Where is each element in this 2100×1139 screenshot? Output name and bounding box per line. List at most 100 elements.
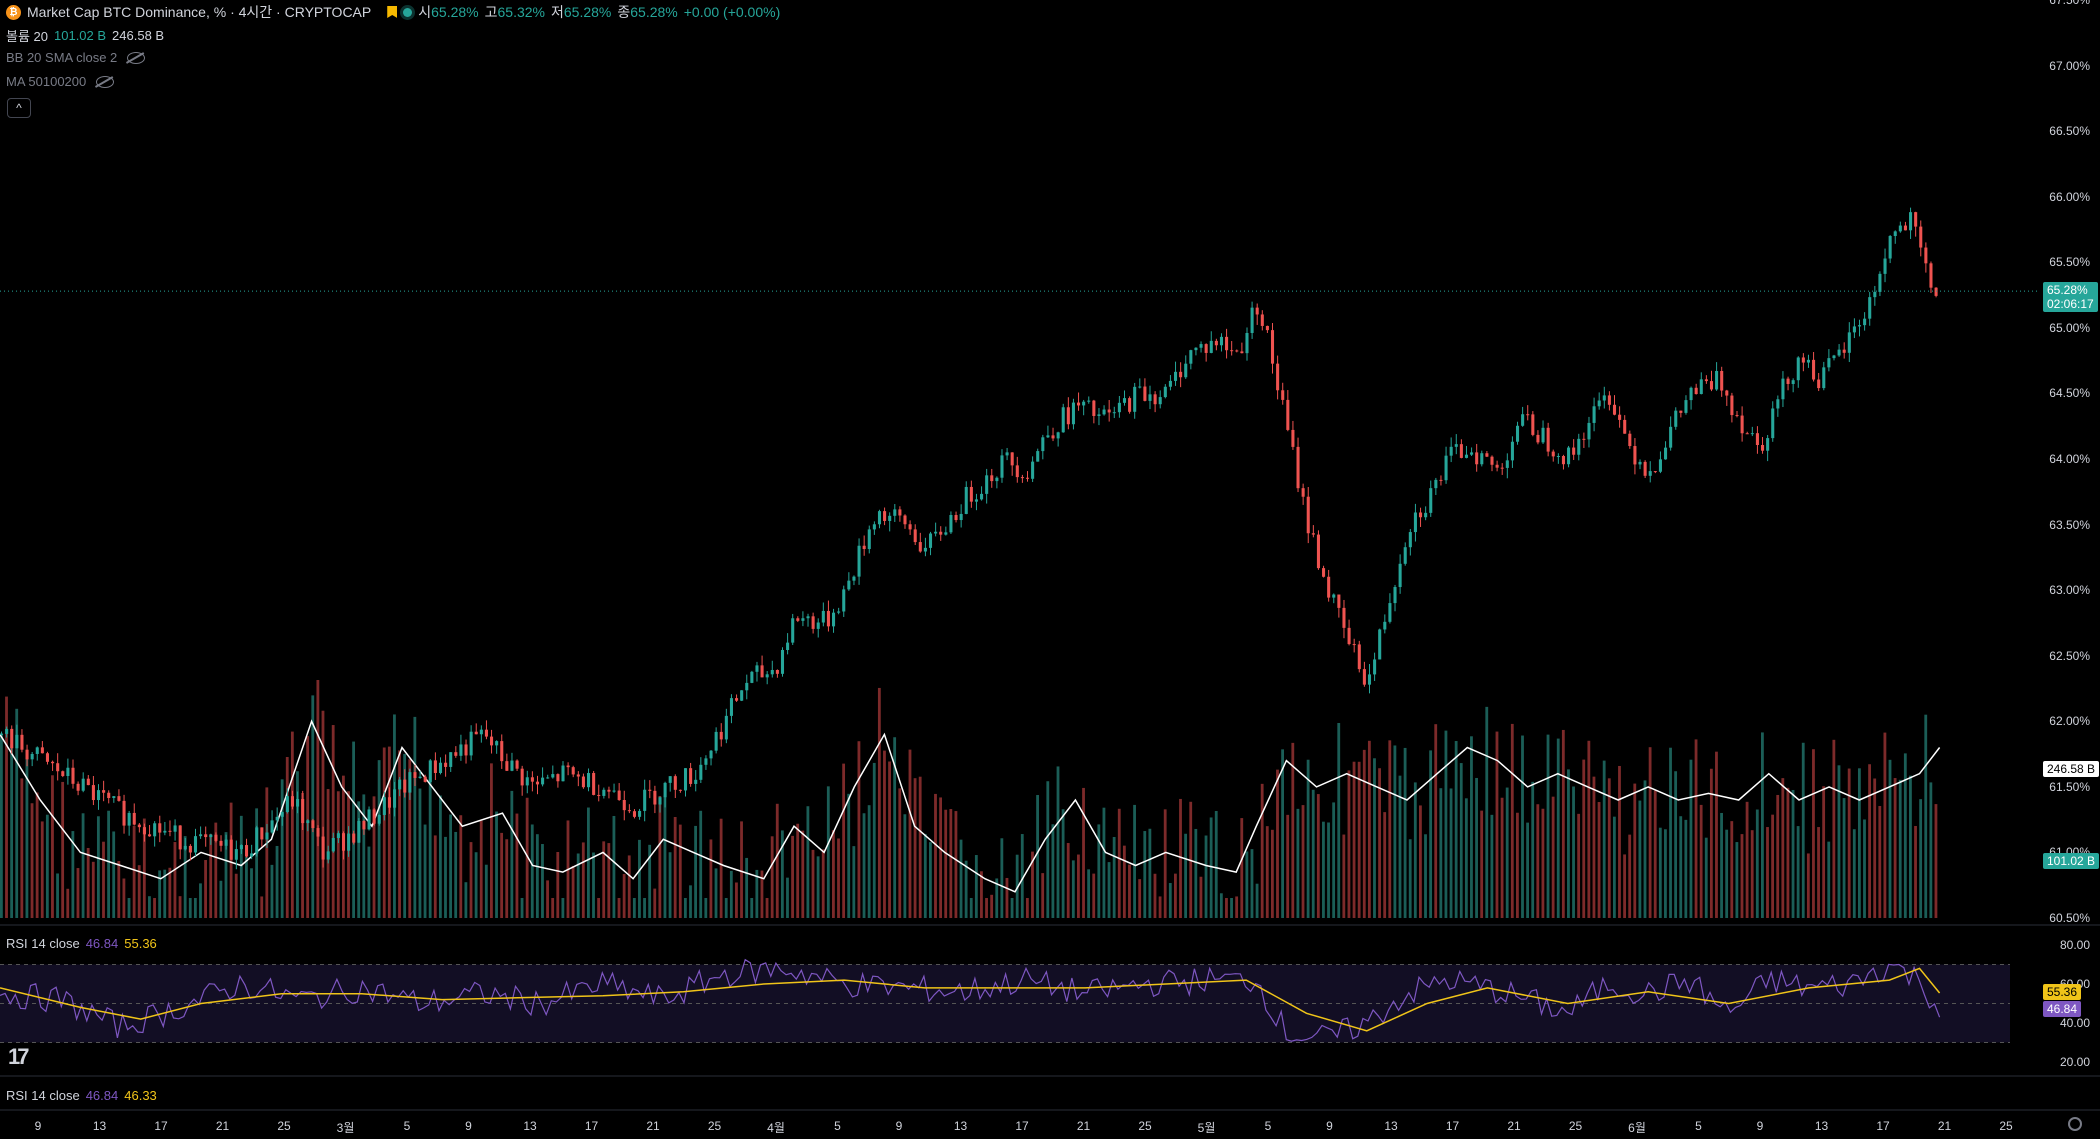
candle-body [934,531,938,534]
symbol-title[interactable]: Market Cap BTC Dominance, % · 4시간 · CRYP… [27,4,372,20]
tradingview-logo[interactable]: 17 [8,1044,30,1069]
hidden-eye-icon[interactable] [96,75,115,88]
candle-body [1117,402,1121,413]
volume-bar [1618,765,1621,918]
ma-legend[interactable]: MA 50100200 [6,74,120,89]
volume-bar [117,860,121,918]
candle-body [1281,390,1285,400]
volume-bar [459,815,463,918]
candle-body [1459,444,1463,458]
collapse-legend-button[interactable]: ^ [7,98,31,118]
time-tick-label: 13 [1814,1119,1829,1133]
volume-bar [173,842,177,918]
candle-body [245,845,249,857]
candle-body [974,499,978,502]
volume-bar [1434,724,1438,918]
time-tick-label: 17 [1876,1119,1890,1133]
volume-bar [1893,778,1897,918]
time-tick-label: 9 [895,1119,903,1133]
volume-bar [1398,775,1402,918]
candle-body [1909,212,1913,231]
candle-body [1510,441,1514,461]
volume-bar [1495,731,1499,918]
candle-body [556,774,560,782]
volume-bar [25,750,29,918]
candle-body [347,833,351,851]
time-tick-label: 21 [646,1119,660,1133]
volume-bar [199,883,202,918]
candle-body [566,765,570,768]
volume-bar [597,898,601,918]
volume-bar [1551,796,1555,918]
volume-bar [1653,790,1657,918]
candle-body [714,731,718,751]
hidden-eye-icon[interactable] [127,51,146,64]
volume-bar [224,832,228,918]
volume-bar [1510,723,1514,918]
volume-bar [1873,778,1877,918]
candle-body [1495,464,1499,468]
candle-body [1801,357,1805,363]
candle-body [1475,452,1479,465]
volume-bar [1419,805,1422,918]
time-tick-label: 25 [1568,1119,1583,1133]
candle-body [877,511,882,525]
gear-icon[interactable] [2068,1117,2082,1131]
volume-bar [1219,893,1223,918]
candle-body [581,776,585,788]
volume-bar [1822,786,1826,918]
candle-body [301,799,305,824]
volume-bar [1168,883,1172,918]
time-tick-label: 21 [1937,1119,1952,1133]
candle-body [959,513,963,521]
volume-bar [1077,854,1080,918]
volume-bar [1480,810,1484,918]
candle-body [1189,350,1193,364]
candle-body [1847,332,1851,353]
candle-body [199,834,203,837]
volume-bar [510,790,514,918]
volume-bar [1536,804,1540,918]
candle-body [45,753,50,762]
volume-bar [209,833,213,918]
rsi-label: RSI 14 close [6,1088,80,1103]
volume-bar [1475,777,1478,918]
candle-body [1572,447,1576,455]
volume-bar [464,882,468,918]
volume-bar [1878,805,1882,918]
candle-body [1378,629,1382,660]
volume-legend[interactable]: 볼륨 20 101.02 B 246.58 B [6,26,170,45]
close-value: 65.28% [630,4,678,20]
candle-body [413,772,417,778]
volume-bar [1281,749,1284,918]
volume-bar [801,830,805,918]
volume-bar [530,824,534,918]
volume-bar [321,710,325,918]
candle-body [1291,429,1295,447]
candle-body [423,776,427,782]
time-tick-label: 21 [215,1119,230,1133]
volume-bar [1092,873,1096,918]
candle-body [1781,378,1785,400]
volume-bar [535,834,539,918]
candle-body [1347,627,1351,645]
candle-body [939,531,943,535]
volume-bar [745,857,749,918]
volume-bar [204,860,207,918]
volume-bar [1260,783,1264,918]
candle-body [1694,387,1698,395]
candle-body [479,729,483,735]
candle-body [515,760,519,769]
bb-legend[interactable]: BB 20 SMA close 2 [6,50,151,65]
rsi-legend-2[interactable]: RSI 14 close 46.84 46.33 [6,1088,163,1103]
rsi-legend[interactable]: RSI 14 close 46.84 55.36 [6,936,163,951]
candle-body [352,833,356,843]
candle-body [760,665,764,678]
volume-bar [1567,769,1570,918]
volume-bar [520,898,524,918]
flag-icon[interactable] [387,6,398,18]
candle-body [1077,402,1081,406]
volume-bar [245,856,248,918]
candle-body [1934,287,1938,296]
